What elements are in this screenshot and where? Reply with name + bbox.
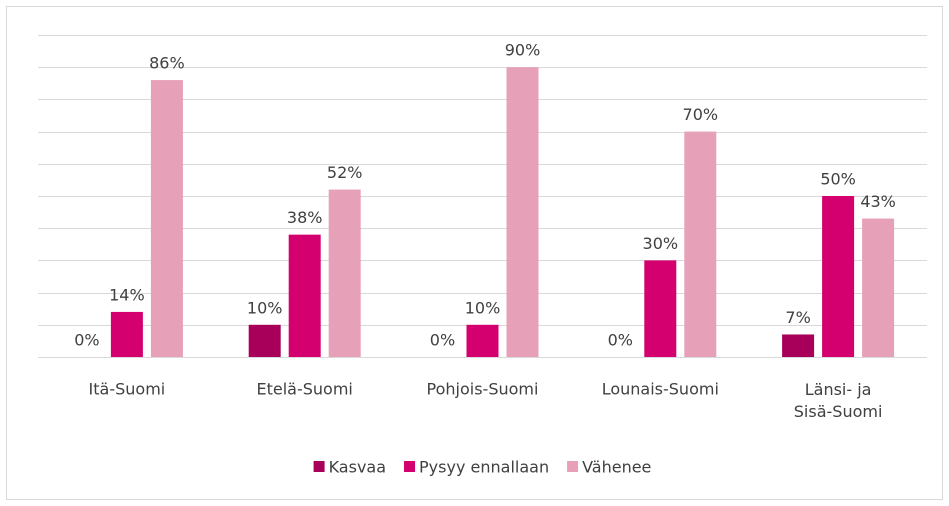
value-label: 10% [465, 298, 501, 317]
bar [782, 334, 815, 357]
bar [328, 189, 361, 357]
bar [822, 196, 855, 357]
chart-frame [6, 6, 943, 500]
x-tick-label-line: Sisä-Suomi [794, 402, 883, 421]
x-tick-label: Pohjois-Suomi [427, 380, 539, 399]
legend-label: Vähenee [582, 458, 651, 477]
value-label: 10% [247, 298, 283, 317]
bar [644, 260, 677, 357]
legend-swatch [313, 461, 325, 472]
value-label: 7% [785, 308, 810, 327]
bar [248, 324, 281, 357]
bar [466, 324, 499, 357]
value-label: 38% [287, 208, 323, 227]
value-label: 52% [327, 163, 363, 182]
legend: Kasvaa Pysyy ennallaan Vähenee [313, 458, 651, 477]
value-label: 0% [74, 331, 99, 350]
x-tick-label-line: Länsi- ja [805, 380, 872, 399]
bar [684, 131, 717, 357]
x-tick-label: Lounais-Suomi [602, 380, 719, 399]
bar [288, 234, 321, 357]
value-label: 43% [860, 192, 896, 211]
value-label: 0% [430, 331, 455, 350]
bar [110, 311, 143, 357]
value-label: 70% [683, 105, 719, 124]
value-label: 86% [149, 54, 185, 73]
legend-label: Pysyy ennallaan [419, 458, 549, 477]
bar [150, 80, 183, 357]
x-tick-label: Etelä-Suomi [257, 380, 353, 399]
x-tick-label: Länsi- ja Sisä-Suomi [794, 380, 883, 421]
legend-swatch [567, 461, 579, 472]
value-label: 14% [109, 285, 145, 304]
x-tick-label: Itä-Suomi [89, 380, 166, 399]
bar [506, 67, 539, 357]
value-label: 50% [820, 170, 856, 189]
value-label: 90% [505, 41, 541, 60]
legend-swatch [404, 461, 416, 472]
value-label: 0% [608, 331, 633, 350]
legend-label: Kasvaa [329, 458, 386, 477]
bar [862, 218, 895, 357]
value-label: 30% [643, 234, 679, 253]
